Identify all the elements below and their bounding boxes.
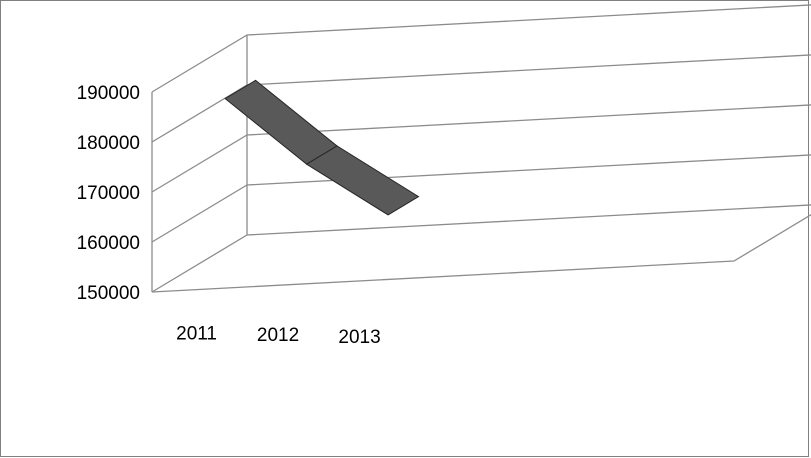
series-layer bbox=[224, 79, 420, 216]
y-tick-label: 190000 bbox=[77, 83, 140, 104]
gridline bbox=[151, 154, 811, 243]
y-tick-label: 150000 bbox=[77, 283, 140, 304]
x-tick-label: 2013 bbox=[338, 327, 380, 348]
chart-floor bbox=[151, 214, 811, 293]
floor-edge bbox=[151, 214, 811, 293]
x-tick-label: 2012 bbox=[257, 325, 299, 346]
x-axis-tick-labels: 2011 2012 2013 bbox=[176, 324, 381, 348]
y-tick-label: 170000 bbox=[77, 183, 140, 204]
gridline bbox=[151, 204, 811, 293]
gridline bbox=[151, 4, 811, 93]
gridline bbox=[151, 104, 811, 193]
y-tick-label: 160000 bbox=[77, 233, 140, 254]
x-tick-label: 2011 bbox=[176, 324, 217, 345]
y-tick-label: 180000 bbox=[77, 133, 140, 154]
series-line-segment bbox=[305, 145, 420, 216]
y-axis-tick-labels: 150000 160000 170000 180000 190000 bbox=[77, 83, 140, 304]
